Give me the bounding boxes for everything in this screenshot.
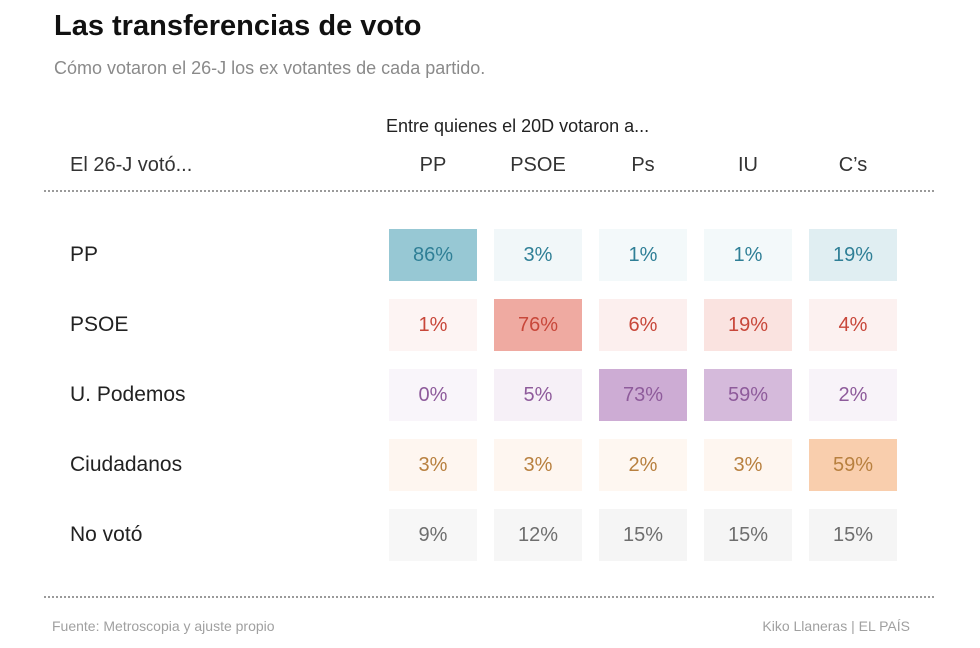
footer-divider <box>44 596 934 598</box>
cell-1-1: 76% <box>494 299 582 351</box>
chart-subtitle: Cómo votaron el 26-J los ex votantes de … <box>54 58 486 78</box>
cell-1-0: 1% <box>389 299 477 351</box>
cell-3-3: 3% <box>704 439 792 491</box>
source-note: Fuente: Metroscopia y ajuste propio <box>52 618 275 634</box>
row-label-0: PP <box>70 243 99 266</box>
column-header-2: Ps <box>631 154 655 176</box>
column-header-1: PSOE <box>510 154 566 176</box>
cell-2-4: 2% <box>809 369 897 421</box>
cell-1-3: 19% <box>704 299 792 351</box>
credit-note: Kiko Llaneras | EL PAÍS <box>762 618 910 634</box>
cell-0-0: 86% <box>389 229 477 281</box>
row-label-3: Ciudadanos <box>70 453 183 476</box>
cell-4-0: 9% <box>389 509 477 561</box>
column-header-0: PP <box>419 154 447 176</box>
cell-3-2: 2% <box>599 439 687 491</box>
cell-4-1: 12% <box>494 509 582 561</box>
cell-4-2: 15% <box>599 509 687 561</box>
row-header-label: El 26-J votó... <box>70 154 193 176</box>
cell-0-1: 3% <box>494 229 582 281</box>
cell-2-0: 0% <box>389 369 477 421</box>
cell-4-4: 15% <box>809 509 897 561</box>
cell-4-3: 15% <box>704 509 792 561</box>
cell-1-2: 6% <box>599 299 687 351</box>
row-label-4: No votó <box>70 523 143 546</box>
cell-3-4: 59% <box>809 439 897 491</box>
column-group-label: Entre quienes el 20D votaron a... <box>386 116 650 136</box>
column-header-4: C’s <box>838 154 868 176</box>
row-label-1: PSOE <box>70 313 129 336</box>
cell-2-3: 59% <box>704 369 792 421</box>
cell-3-0: 3% <box>389 439 477 491</box>
row-label-2: U. Podemos <box>70 383 186 406</box>
chart-title: Las transferencias de voto <box>54 10 422 42</box>
header-divider <box>44 190 934 192</box>
cell-1-4: 4% <box>809 299 897 351</box>
cell-3-1: 3% <box>494 439 582 491</box>
cell-0-3: 1% <box>704 229 792 281</box>
column-header-3: IU <box>738 154 758 176</box>
cell-2-1: 5% <box>494 369 582 421</box>
cell-0-2: 1% <box>599 229 687 281</box>
cell-2-2: 73% <box>599 369 687 421</box>
cell-0-4: 19% <box>809 229 897 281</box>
